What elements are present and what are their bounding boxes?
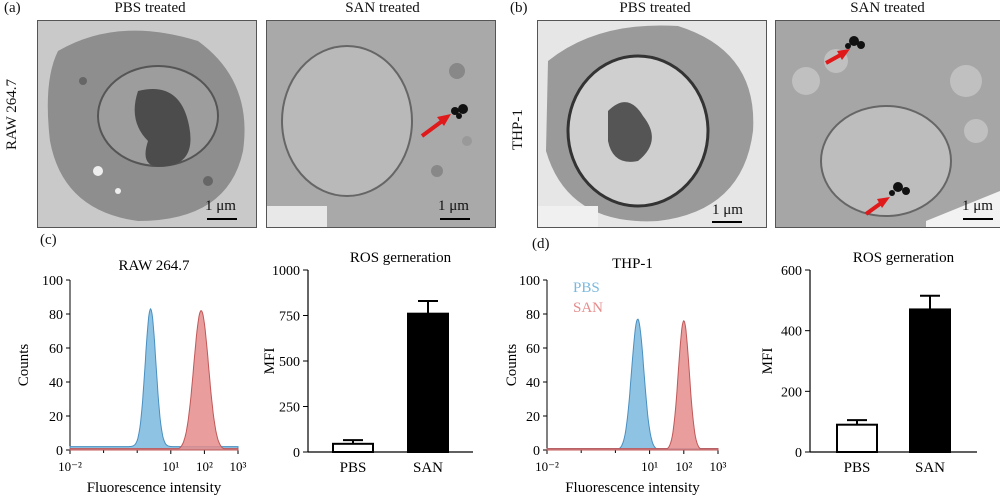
y-tick-label: 40 — [49, 376, 63, 391]
tem-image-thp-san — [775, 20, 1000, 228]
panel-b-left-title: PBS treated — [619, 0, 691, 16]
y-tick-label: 100 — [519, 274, 540, 289]
bar-chart-title: ROS gerneration — [853, 250, 955, 266]
y-tick-label: 0 — [293, 446, 300, 461]
bar-san — [407, 312, 449, 454]
bar-chart-raw: 0 250 500 750 1000 PBS SAN ROS gerneration MFI — [262, 250, 473, 476]
category-label-pbs: PBS — [340, 460, 367, 476]
tem-image-raw-pbs — [37, 20, 257, 228]
panel-d-letter: (d) — [532, 236, 550, 252]
y-tick-label: 40 — [526, 376, 540, 391]
y-tick-label: 80 — [49, 308, 63, 323]
x-tick-label: 10¹ — [162, 459, 179, 474]
panel-a-right-title: SAN treated — [345, 0, 420, 16]
y-tick-label: 0 — [795, 446, 802, 461]
y-tick-label: 500 — [279, 355, 300, 370]
category-label-san: SAN — [915, 460, 945, 476]
histogram-series-1 — [69, 309, 239, 451]
tem-image-thp-pbs — [537, 20, 767, 228]
y-tick-label: 400 — [781, 325, 802, 340]
y-tick-label: 20 — [49, 410, 63, 425]
histogram-title: THP-1 — [612, 256, 653, 272]
y-axis-label: Counts — [504, 344, 520, 387]
y-axis-label: MFI — [760, 348, 776, 375]
histogram-title: RAW 264.7 — [118, 258, 190, 274]
panel-a-left-title: PBS treated — [114, 0, 186, 16]
y-tick-label: 100 — [42, 274, 63, 289]
legend-pbs: PBS — [573, 280, 600, 296]
scalebar-b-left — [712, 221, 742, 223]
x-tick-label: 10³ — [710, 459, 727, 474]
y-tick-label: 1000 — [272, 264, 300, 279]
x-tick-label: 10⁻² — [58, 459, 82, 474]
x-axis-label: Fluorescence intensity — [565, 480, 700, 496]
category-label-san: SAN — [413, 460, 443, 476]
scale-text-a-right: 1 μm — [438, 198, 469, 214]
bar-san — [909, 308, 951, 453]
panel-b-letter: (b) — [510, 0, 528, 16]
panel-b-right-title: SAN treated — [850, 0, 925, 16]
panel-c-letter: (c) — [40, 232, 57, 248]
y-tick-label: 60 — [49, 342, 63, 357]
y-tick-label: 600 — [781, 264, 802, 279]
panel-a-letter: (a) — [4, 0, 21, 16]
scale-text-b-left: 1 μm — [712, 202, 743, 218]
category-label-pbs: PBS — [844, 460, 871, 476]
y-tick-label: 250 — [279, 401, 300, 416]
bar-chart-thp: 0 200 400 600 PBS SAN ROS gerneration MFI — [760, 250, 977, 476]
scalebar-a-right — [440, 218, 470, 220]
scalebar-b-right — [963, 218, 993, 220]
x-tick-label: 10³ — [230, 459, 247, 474]
panel-b-cell-line: THP-1 — [510, 109, 526, 150]
y-tick-label: 200 — [781, 385, 802, 400]
bar-pbs — [836, 423, 878, 453]
x-tick-label: 10¹ — [641, 459, 658, 474]
y-tick-label: 60 — [526, 342, 540, 357]
panel-a-cell-line: RAW 264.7 — [4, 78, 20, 150]
legend-san: SAN — [573, 300, 603, 316]
x-tick-label: 10⁻² — [535, 459, 559, 474]
histogram-series-san — [546, 319, 719, 451]
x-tick-label: 10² — [196, 459, 213, 474]
scalebar-a-left — [207, 218, 237, 220]
y-tick-label: 0 — [533, 444, 540, 459]
y-axis-label: MFI — [262, 348, 278, 375]
histogram-raw: 0 20 40 60 80 100 10⁻² 10¹ 10² 10³ RAW 264.7 Fluore… — [16, 258, 247, 496]
y-axis-label: Counts — [16, 344, 32, 387]
x-axis-label: Fluorescence intensity — [87, 480, 222, 496]
scale-text-b-right: 1 μm — [962, 198, 993, 214]
y-tick-label: 750 — [279, 310, 300, 325]
scale-text-a-left: 1 μm — [205, 198, 236, 214]
y-tick-label: 20 — [526, 410, 540, 425]
bar-chart-title: ROS gerneration — [350, 250, 452, 266]
x-tick-label: 10² — [675, 459, 692, 474]
tem-image-raw-san — [266, 20, 496, 228]
histogram-thp: 0 20 40 60 80 100 10⁻² 10¹ 10² 10³ THP-1 Fluorescen… — [504, 256, 727, 496]
y-tick-label: 80 — [526, 308, 540, 323]
y-tick-label: 0 — [56, 444, 63, 459]
bar-pbs — [332, 442, 374, 453]
